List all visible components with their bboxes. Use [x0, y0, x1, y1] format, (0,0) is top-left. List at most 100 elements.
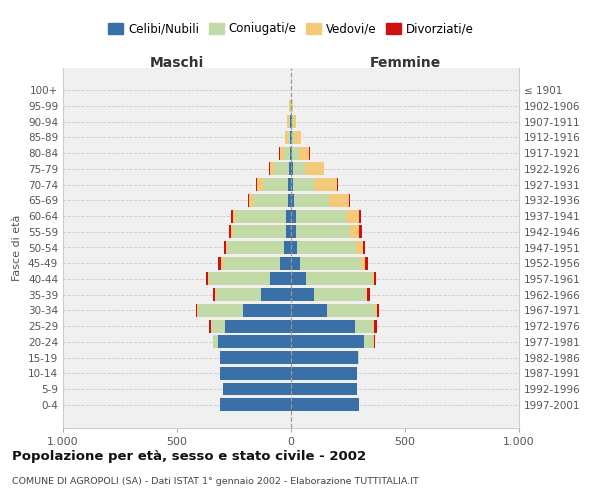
Bar: [220, 351, 291, 364]
Bar: [296, 210, 346, 222]
Bar: [271, 272, 291, 285]
Bar: [205, 272, 208, 285]
Bar: [295, 194, 329, 207]
Bar: [292, 100, 293, 112]
Bar: [291, 194, 295, 207]
Bar: [286, 226, 291, 238]
Bar: [284, 146, 290, 160]
Bar: [256, 178, 257, 191]
Bar: [280, 257, 291, 270]
Bar: [374, 320, 377, 332]
Bar: [291, 304, 328, 317]
Bar: [291, 178, 293, 191]
Bar: [197, 304, 243, 317]
Bar: [291, 336, 364, 348]
Bar: [288, 131, 290, 144]
Bar: [292, 131, 295, 144]
Bar: [209, 320, 211, 332]
Text: COMUNE DI AGROPOLI (SA) - Dati ISTAT 1° gennaio 2002 - Elaborazione TUTTITALIA.I: COMUNE DI AGROPOLI (SA) - Dati ISTAT 1° …: [12, 478, 419, 486]
Bar: [236, 210, 286, 222]
Bar: [218, 336, 291, 348]
Bar: [373, 336, 374, 348]
Bar: [286, 210, 291, 222]
Bar: [211, 320, 225, 332]
Bar: [291, 116, 292, 128]
Bar: [292, 146, 299, 160]
Bar: [291, 146, 292, 160]
Bar: [365, 257, 368, 270]
Bar: [346, 210, 359, 222]
Bar: [291, 241, 296, 254]
Bar: [214, 336, 218, 348]
Bar: [291, 226, 296, 238]
Bar: [224, 241, 226, 254]
Bar: [209, 272, 271, 285]
Bar: [220, 367, 291, 380]
Bar: [291, 162, 293, 175]
Bar: [290, 131, 291, 144]
Bar: [289, 162, 291, 175]
Text: Popolazione per età, sesso e stato civile - 2002: Popolazione per età, sesso e stato civil…: [12, 450, 366, 463]
Bar: [290, 146, 291, 160]
Bar: [293, 116, 296, 128]
Y-axis label: Fasce di età: Fasce di età: [13, 214, 22, 280]
Bar: [291, 398, 359, 411]
Bar: [263, 178, 287, 191]
Bar: [328, 304, 376, 317]
Bar: [291, 257, 300, 270]
Bar: [291, 272, 306, 285]
Bar: [358, 351, 359, 364]
Bar: [296, 241, 356, 254]
Bar: [361, 257, 365, 270]
Bar: [216, 288, 262, 301]
Bar: [218, 257, 221, 270]
Bar: [223, 382, 291, 396]
Bar: [262, 288, 291, 301]
Bar: [359, 226, 362, 238]
Legend: Celibi/Nubili, Coniugati/e, Vedovi/e, Divorziati/e: Celibi/Nubili, Coniugati/e, Vedovi/e, Di…: [103, 18, 479, 40]
Bar: [356, 241, 363, 254]
Bar: [337, 178, 338, 191]
Bar: [299, 146, 309, 160]
Bar: [280, 146, 284, 160]
Bar: [291, 351, 358, 364]
Text: Maschi: Maschi: [150, 56, 204, 70]
Bar: [373, 320, 374, 332]
Bar: [270, 162, 274, 175]
Bar: [287, 116, 289, 128]
Bar: [329, 194, 349, 207]
Bar: [213, 288, 215, 301]
Bar: [292, 116, 293, 128]
Bar: [374, 336, 375, 348]
Bar: [296, 226, 350, 238]
Text: Femmine: Femmine: [370, 56, 440, 70]
Bar: [231, 210, 233, 222]
Bar: [291, 288, 314, 301]
Bar: [291, 320, 355, 332]
Bar: [374, 272, 376, 285]
Bar: [323, 162, 324, 175]
Bar: [293, 162, 305, 175]
Bar: [274, 162, 289, 175]
Bar: [226, 241, 227, 254]
Bar: [349, 194, 350, 207]
Bar: [355, 320, 373, 332]
Bar: [287, 194, 291, 207]
Bar: [196, 304, 197, 317]
Bar: [295, 131, 301, 144]
Bar: [223, 257, 280, 270]
Bar: [257, 178, 263, 191]
Bar: [306, 272, 372, 285]
Bar: [225, 320, 291, 332]
Bar: [233, 226, 286, 238]
Bar: [305, 162, 323, 175]
Bar: [249, 194, 253, 207]
Bar: [366, 288, 367, 301]
Bar: [290, 116, 291, 128]
Bar: [314, 288, 366, 301]
Bar: [227, 241, 284, 254]
Bar: [350, 226, 359, 238]
Bar: [314, 178, 337, 191]
Bar: [215, 288, 216, 301]
Bar: [248, 194, 249, 207]
